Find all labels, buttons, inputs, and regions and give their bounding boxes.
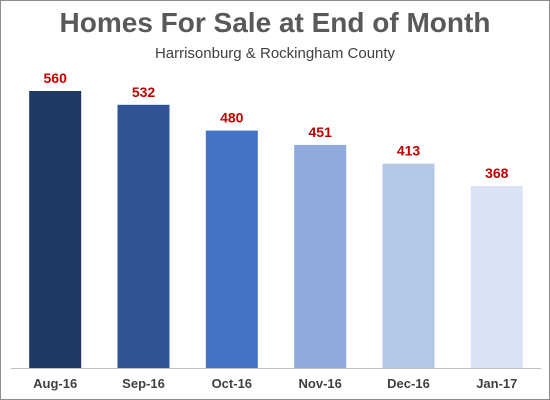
x-tick-label-jan-17: Jan-17 — [476, 376, 517, 391]
data-label-oct-16: 480 — [220, 110, 244, 126]
data-label-aug-16: 560 — [44, 70, 68, 86]
chart-subtitle: Harrisonburg & Rockingham County — [154, 45, 396, 62]
data-label-nov-16: 451 — [309, 124, 333, 140]
x-tick-label-nov-16: Nov-16 — [299, 376, 342, 391]
chart-title: Homes For Sale at End of Month — [59, 7, 491, 38]
x-tick-label-aug-16: Aug-16 — [33, 376, 77, 391]
data-label-dec-16: 413 — [397, 143, 421, 159]
bar-sep-16 — [117, 104, 170, 369]
bar-dec-16 — [382, 163, 435, 368]
x-tick-label-sep-16: Sep-16 — [122, 376, 165, 391]
bar-oct-16 — [205, 130, 258, 368]
bar-nov-16 — [294, 144, 347, 368]
bar-jan-17 — [470, 186, 523, 368]
x-tick-label-oct-16: Oct-16 — [212, 376, 252, 391]
data-label-jan-17: 368 — [485, 165, 509, 181]
x-tick-label-dec-16: Dec-16 — [387, 376, 430, 391]
data-label-sep-16: 532 — [132, 84, 156, 100]
bar-aug-16 — [29, 91, 82, 368]
